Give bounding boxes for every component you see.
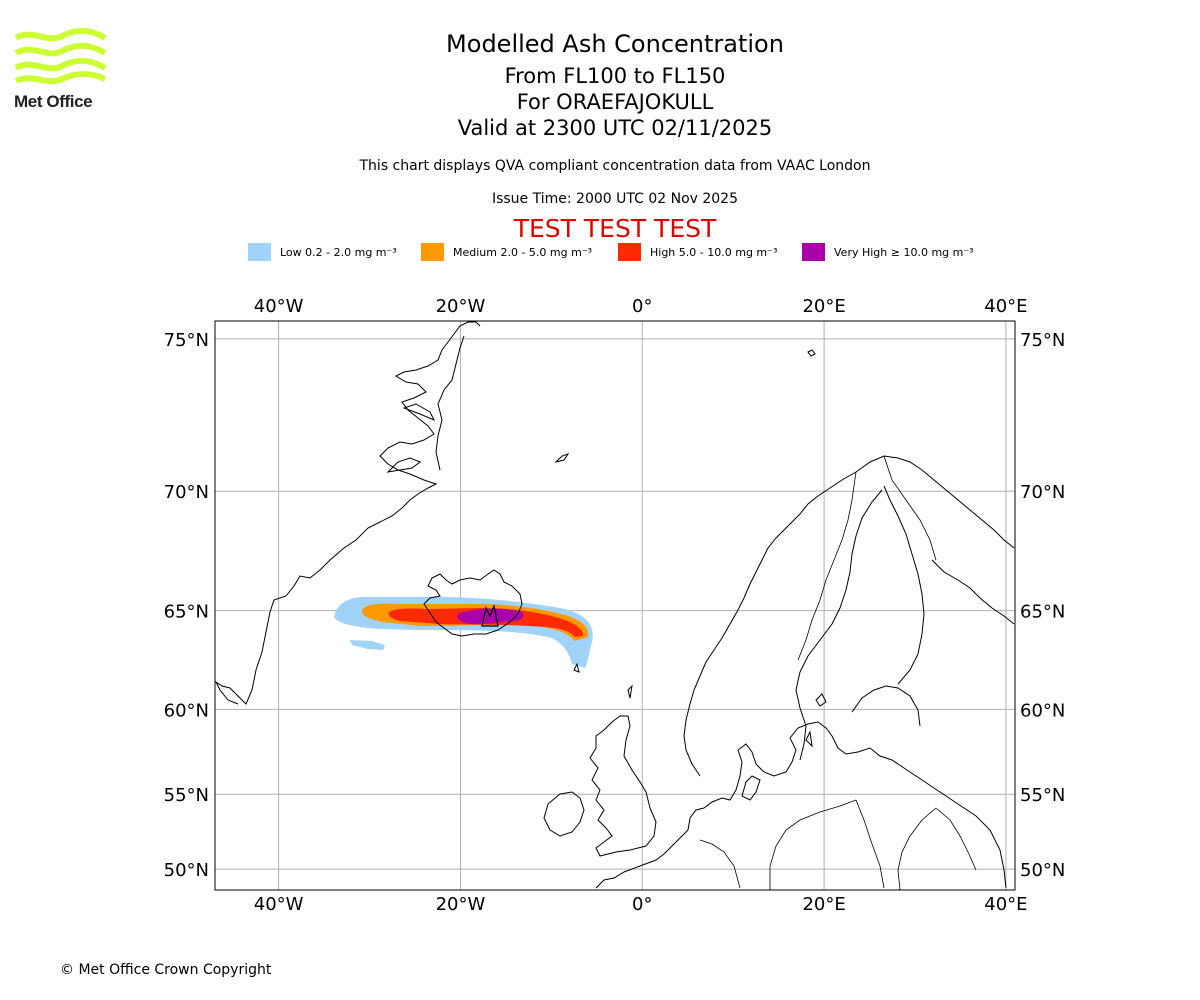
chart-title: Modelled Ash Concentration bbox=[446, 30, 784, 58]
qva-note: This chart displays QVA compliant concen… bbox=[359, 158, 871, 174]
lon-tick-label-bottom: 0° bbox=[632, 894, 652, 915]
europe-coast bbox=[595, 721, 1007, 889]
lat-tick-label-right: 70°N bbox=[1020, 482, 1065, 503]
norway-coast bbox=[683, 455, 1015, 777]
legend-swatch-very-high bbox=[802, 243, 825, 261]
legend-swatch-medium bbox=[421, 243, 444, 261]
lon-tick-label-top: 0° bbox=[632, 296, 652, 317]
legend-swatch-low bbox=[248, 243, 271, 261]
lat-tick-label-left: 55°N bbox=[164, 785, 209, 806]
map-frame bbox=[214, 320, 1016, 891]
axis-ticks: 40°W 40°W 20°W 20°W 0° 0° 20°E 20°E 40°E 40°E 75°N… bbox=[164, 296, 1066, 915]
lon-tick-label-top: 40°W bbox=[254, 296, 304, 317]
lat-tick-label-left: 60°N bbox=[164, 700, 209, 721]
legend-label-high: High 5.0 - 10.0 mg m⁻³ bbox=[650, 246, 778, 259]
volcano-marker bbox=[481, 603, 499, 627]
lat-tick-label-right: 55°N bbox=[1020, 785, 1065, 806]
lat-tick-label-left: 50°N bbox=[164, 860, 209, 881]
valid-time: Valid at 2300 UTC 02/11/2025 bbox=[457, 116, 773, 140]
met-office-logo bbox=[14, 28, 107, 85]
legend-label-low: Low 0.2 - 2.0 mg m⁻³ bbox=[280, 246, 397, 259]
greenland-coast bbox=[215, 321, 481, 705]
great-britain-coast bbox=[589, 715, 657, 857]
ireland-coast bbox=[543, 791, 585, 837]
legend-swatch-high bbox=[618, 243, 641, 261]
lon-tick-label-bottom: 20°W bbox=[436, 894, 486, 915]
lat-tick-label-left: 70°N bbox=[164, 482, 209, 503]
map-background bbox=[215, 321, 1015, 890]
borders bbox=[699, 455, 977, 890]
ash-low-area-south bbox=[350, 640, 385, 650]
iceland-coast bbox=[423, 569, 523, 637]
flight-level-range: From FL100 to FL150 bbox=[504, 64, 726, 88]
lat-tick-label-left: 65°N bbox=[164, 602, 209, 623]
met-office-logo-text: Met Office bbox=[14, 92, 93, 111]
lat-tick-label-right: 65°N bbox=[1020, 602, 1065, 623]
test-banner: TEST TEST TEST bbox=[513, 214, 717, 243]
volcano-name: For ORAEFAJOKULL bbox=[516, 90, 714, 114]
lon-tick-label-top: 40°E bbox=[984, 296, 1027, 317]
lon-tick-label-top: 20°W bbox=[436, 296, 486, 317]
lat-tick-label-right: 50°N bbox=[1020, 860, 1065, 881]
coastlines bbox=[215, 321, 1015, 889]
lat-tick-label-left: 75°N bbox=[164, 330, 209, 351]
lon-tick-label-bottom: 40°W bbox=[254, 894, 304, 915]
lat-tick-label-right: 75°N bbox=[1020, 330, 1065, 351]
legend-label-medium: Medium 2.0 - 5.0 mg m⁻³ bbox=[453, 246, 593, 259]
lon-tick-label-bottom: 20°E bbox=[802, 894, 845, 915]
issue-time: Issue Time: 2000 UTC 02 Nov 2025 bbox=[491, 191, 739, 207]
lat-tick-label-right: 60°N bbox=[1020, 700, 1065, 721]
lon-tick-label-bottom: 40°E bbox=[984, 894, 1027, 915]
ash-plume bbox=[334, 596, 593, 668]
lon-tick-label-top: 20°E bbox=[802, 296, 845, 317]
legend-label-very-high: Very High ≥ 10.0 mg m⁻³ bbox=[834, 246, 974, 259]
copyright: © Met Office Crown Copyright bbox=[60, 962, 272, 978]
